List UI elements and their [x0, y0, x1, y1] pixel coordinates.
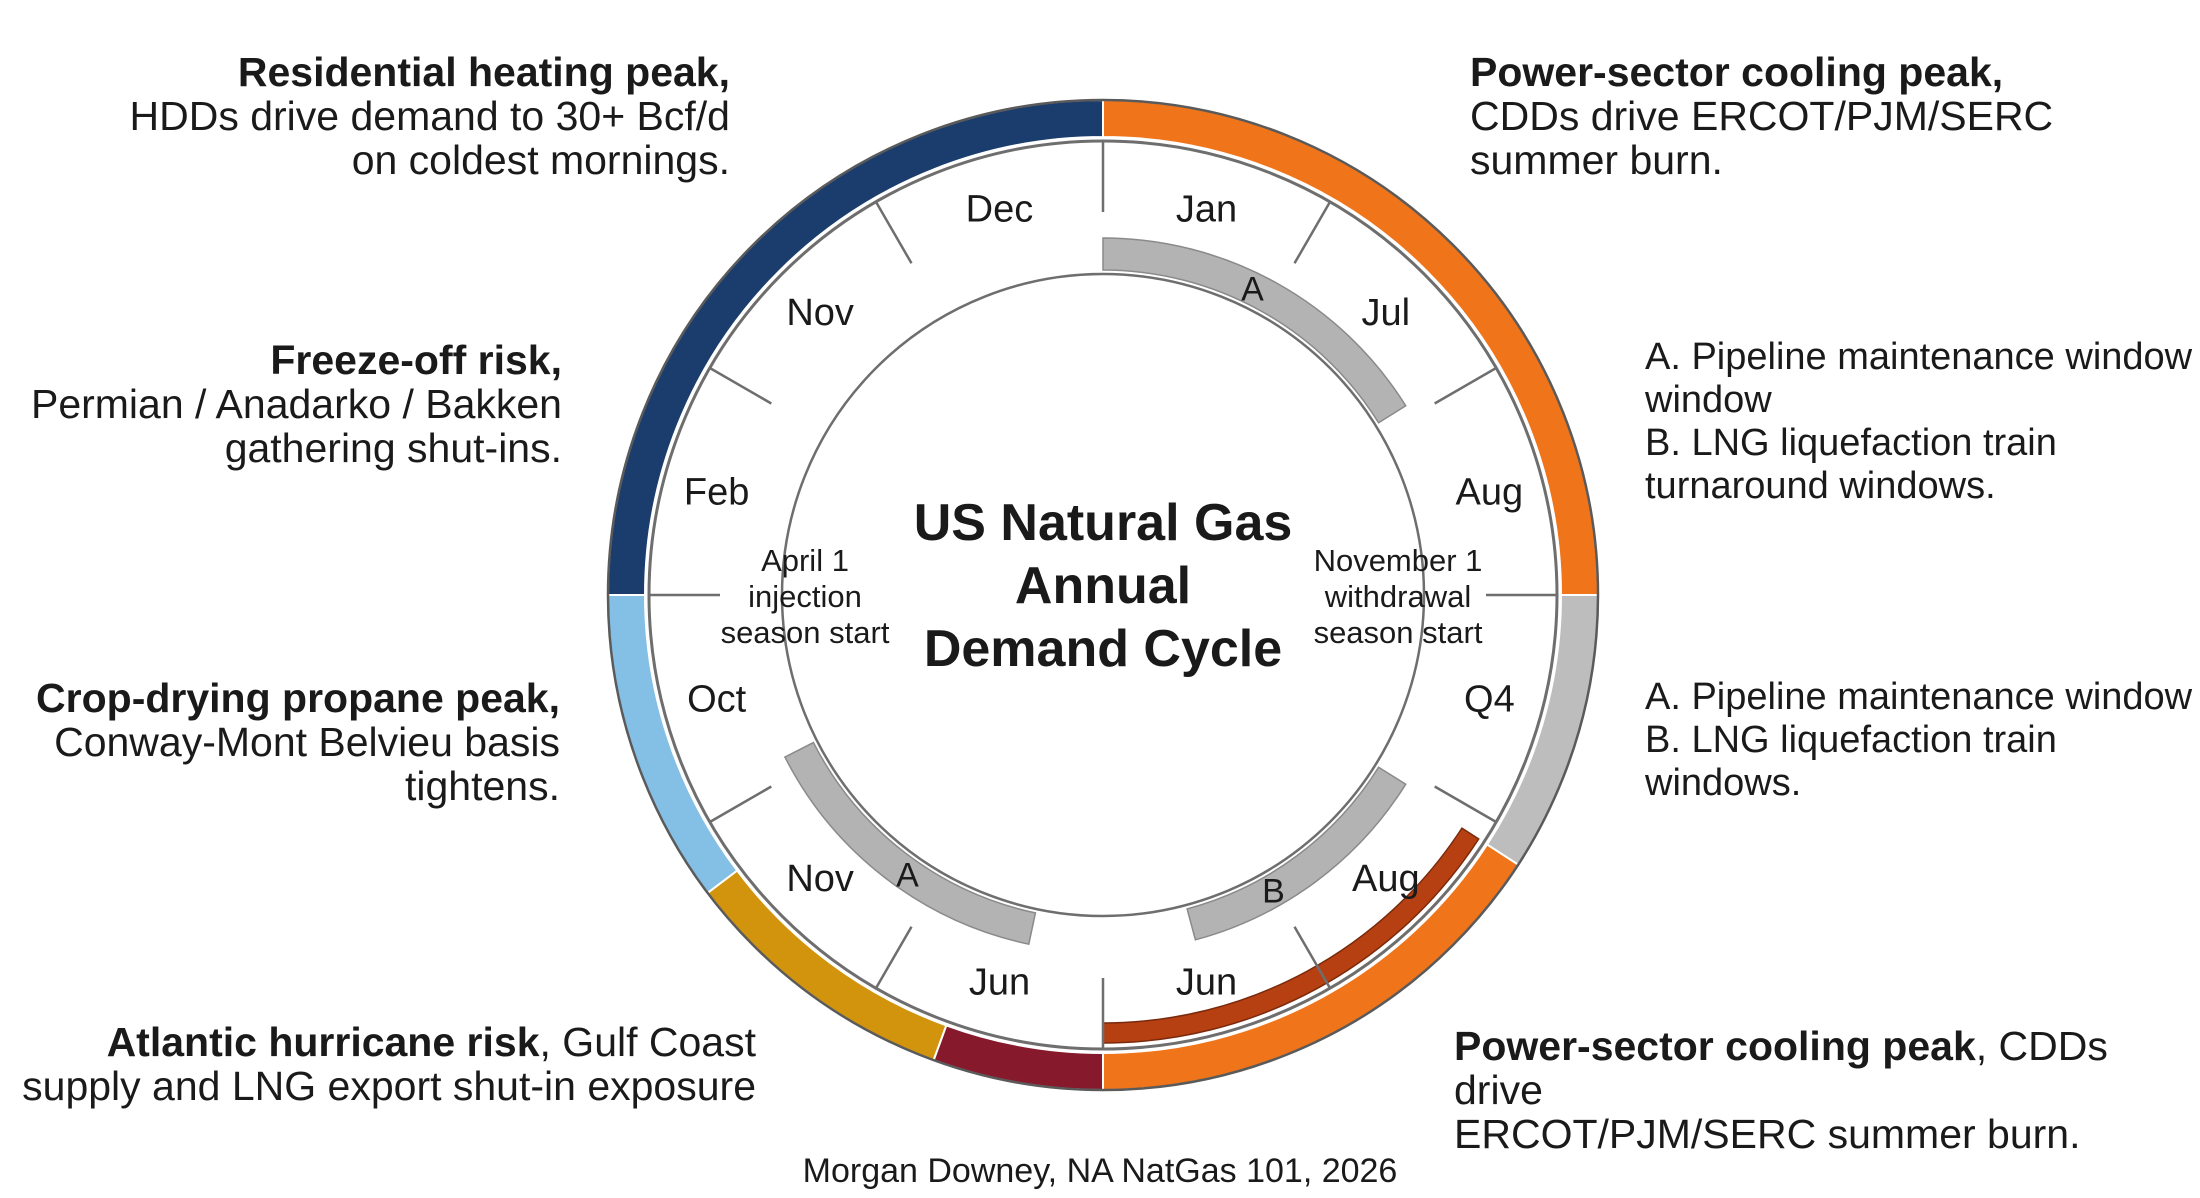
annotation-hurricane-line-2: supply and LNG export shut-in exposure: [22, 1063, 756, 1109]
withdrawal-label-line-3: season start: [1314, 615, 1483, 650]
month-divider-tick: [1293, 201, 1332, 264]
annotation-crop-drying-heading: Crop-drying propane peak,: [36, 675, 560, 721]
outer-segment-hurricane: [932, 1024, 1104, 1092]
month-label: Aug: [1352, 858, 1420, 900]
maintenance-note-bottom-1: A. Pipeline maintenance window: [1645, 676, 2193, 718]
annotation-hurricane: Atlantic hurricane risk, Gulf Coast supp…: [22, 1020, 756, 1108]
annotation-freeze-off-heading: Freeze-off risk,: [270, 337, 562, 383]
maintenance-bar-marker: A: [1241, 271, 1264, 309]
annotation-power-cooling-top-line-1: CDDs drive ERCOT/PJM/SERC: [1470, 93, 2054, 139]
annotation-power-cooling-bottom: Power-sector cooling peak, CDDs drive ER…: [1454, 1024, 2200, 1156]
month-divider-tick: [709, 785, 772, 824]
month-label: Oct: [687, 679, 747, 721]
annotation-residential-heating-line-1: HDDs drive demand to 30+ Bcf/d: [129, 93, 731, 139]
annotation-hurricane-heading: Atlantic hurricane risk: [106, 1019, 540, 1065]
credit-line: Morgan Downey, NA NatGas 101, 2026: [802, 1152, 1398, 1190]
annotation-crop-drying-line-2: tightens.: [405, 763, 560, 809]
annotation-power-cooling-top-line-2: summer burn.: [1470, 137, 1723, 183]
maintenance-window-bar: [783, 741, 1037, 946]
annotation-power-cooling-top: Power-sector cooling peak, CDDs drive ER…: [1470, 50, 2053, 182]
month-label: Nov: [786, 858, 854, 900]
maintenance-note-bottom-2: B. LNG liquefaction train: [1645, 719, 2057, 761]
month-label: Q4: [1464, 679, 1515, 721]
diagram-title-line-1: US Natural Gas: [914, 494, 1293, 552]
maintenance-note-top-2: window: [1645, 379, 1772, 421]
maintenance-notes-top: A. Pipeline maintenance window window B.…: [1645, 336, 2192, 508]
injection-label-line-2: injection: [748, 579, 862, 614]
annotation-residential-heating-line-2: on coldest mornings.: [351, 137, 730, 183]
diagram-title-line-2: Annual: [1015, 557, 1191, 615]
month-divider-tick: [1434, 366, 1497, 405]
annotation-power-cooling-bottom-rest: , CDDs drive: [1454, 1023, 2108, 1113]
month-label: Jun: [1176, 961, 1237, 1003]
month-ring-inner-border: [780, 272, 1426, 918]
annotation-freeze-off-line-1: Permian / Anadarko / Bakken: [30, 381, 562, 427]
maintenance-window-bar: [1102, 237, 1407, 424]
annotation-crop-drying-line-1: Conway-Mont Belvieu basis: [54, 719, 560, 765]
annotation-freeze-off-line-2: gathering shut-ins.: [224, 425, 562, 471]
outer-ring-border: [606, 98, 1600, 1092]
maintenance-window-bar: [1186, 766, 1407, 941]
month-divider-tick: [1434, 785, 1497, 824]
month-label: Jul: [1362, 292, 1411, 334]
maintenance-note-top-3: B. LNG liquefaction train: [1645, 422, 2057, 464]
injection-label-line-1: April 1: [761, 543, 849, 578]
maintenance-bar-marker: B: [1262, 872, 1285, 910]
injection-label-line-3: season start: [721, 615, 890, 650]
month-label: Feb: [684, 471, 749, 513]
annotation-freeze-off: Freeze-off risk, Permian / Anadarko / Ba…: [31, 338, 562, 470]
month-divider-tick: [874, 201, 913, 264]
month-divider-tick: [874, 926, 913, 989]
annotation-power-cooling-bottom-line-2: ERCOT/PJM/SERC summer burn.: [1454, 1111, 2081, 1157]
diagram-title-line-3: Demand Cycle: [924, 620, 1282, 678]
annotation-residential-heating: Residential heating peak, HDDs drive dem…: [130, 50, 731, 182]
maintenance-notes-bottom: A. Pipeline maintenance window B. LNG li…: [1645, 676, 2192, 805]
annotation-crop-drying: Crop-drying propane peak, Conway-Mont Be…: [36, 676, 560, 808]
maintenance-note-top-4: turnaround windows.: [1645, 465, 1996, 507]
month-label: Dec: [966, 189, 1034, 231]
month-label: Jan: [1176, 189, 1237, 231]
annotation-power-cooling-top-heading: Power-sector cooling peak,: [1470, 49, 2004, 95]
maintenance-note-top-1: A. Pipeline maintenance window: [1645, 336, 2193, 378]
month-label: Jun: [969, 961, 1030, 1003]
month-divider-tick: [1293, 926, 1332, 989]
annotation-power-cooling-bottom-heading: Power-sector cooling peak: [1454, 1023, 1976, 1069]
withdrawal-label-line-2: withdrawal: [1324, 579, 1471, 614]
withdrawal-label-line-1: November 1: [1314, 543, 1483, 578]
month-label: Nov: [786, 292, 854, 334]
annotation-residential-heating-heading: Residential heating peak,: [237, 49, 730, 95]
annotation-hurricane-rest: , Gulf Coast: [539, 1019, 756, 1065]
maintenance-bar-marker: A: [896, 856, 919, 894]
maintenance-note-bottom-3: windows.: [1645, 762, 1802, 804]
month-label: Aug: [1456, 471, 1524, 513]
month-divider-tick: [709, 366, 772, 405]
